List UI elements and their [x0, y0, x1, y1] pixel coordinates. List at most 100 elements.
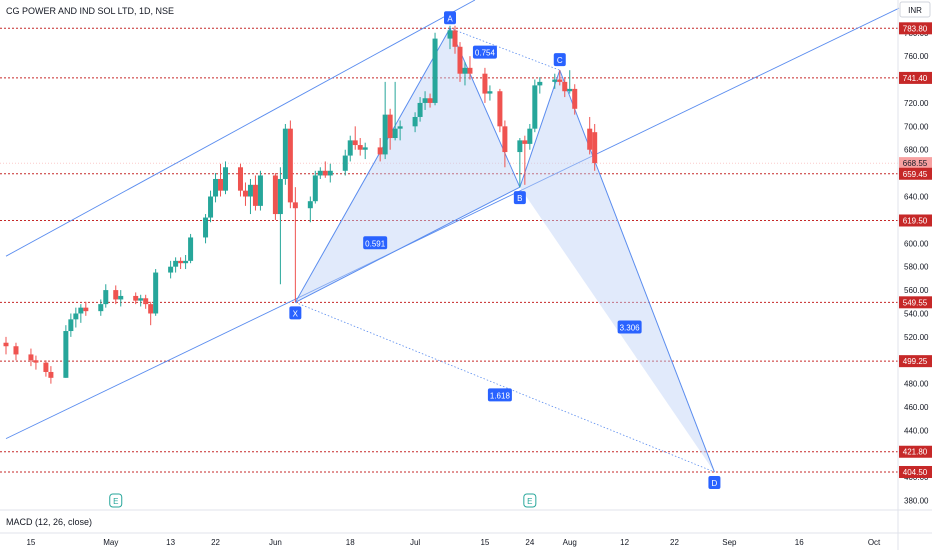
pattern-ratio[interactable]: 0.754	[472, 45, 497, 59]
candle[interactable]	[417, 97, 423, 122]
candle[interactable]	[153, 269, 159, 316]
candle[interactable]	[397, 120, 403, 141]
candle[interactable]	[567, 70, 573, 94]
candle[interactable]	[557, 70, 563, 86]
candle[interactable]	[292, 187, 298, 302]
candle[interactable]	[517, 138, 523, 188]
candle[interactable]	[427, 93, 433, 108]
pattern-leg[interactable]	[559, 70, 715, 473]
macd-indicator-label[interactable]: MACD (12, 26, close)	[6, 517, 92, 527]
candle[interactable]	[148, 301, 154, 326]
candle[interactable]	[587, 116, 593, 155]
candle[interactable]	[502, 120, 508, 168]
currency-badge[interactable]	[899, 1, 931, 18]
candle[interactable]	[272, 173, 278, 220]
candle[interactable]	[377, 138, 383, 162]
candle[interactable]	[83, 301, 89, 316]
candle[interactable]	[178, 257, 184, 270]
candle[interactable]	[113, 285, 119, 305]
candle[interactable]	[532, 79, 538, 133]
candle[interactable]	[282, 123, 288, 185]
candle[interactable]	[203, 214, 209, 244]
candle[interactable]	[422, 91, 428, 110]
pattern-leg[interactable]	[519, 70, 561, 188]
candle[interactable]	[527, 123, 533, 150]
candle[interactable]	[592, 123, 598, 171]
candle[interactable]	[48, 366, 54, 384]
candle[interactable]	[457, 42, 463, 82]
candle[interactable]	[382, 81, 388, 160]
candle[interactable]	[497, 88, 503, 133]
candle[interactable]	[3, 336, 9, 355]
candle[interactable]	[43, 360, 49, 377]
earnings-marker[interactable]: E	[523, 493, 537, 508]
channel-line[interactable]	[5, 0, 476, 257]
pattern-point-a[interactable]: A	[444, 11, 457, 25]
candle[interactable]	[223, 161, 229, 195]
candle[interactable]	[392, 81, 398, 141]
candle[interactable]	[312, 170, 318, 204]
candle[interactable]	[572, 84, 578, 115]
candle[interactable]	[482, 67, 488, 103]
candle[interactable]	[307, 196, 313, 223]
candle[interactable]	[247, 178, 253, 215]
candle[interactable]	[143, 294, 149, 309]
candle[interactable]	[33, 355, 39, 370]
candle[interactable]	[218, 163, 224, 197]
candle[interactable]	[387, 108, 393, 150]
candle[interactable]	[412, 112, 418, 133]
candle[interactable]	[467, 56, 473, 80]
pattern-point-b[interactable]: B	[513, 191, 526, 205]
candle[interactable]	[342, 149, 348, 176]
candle[interactable]	[168, 260, 174, 279]
candle[interactable]	[327, 163, 333, 183]
candle[interactable]	[562, 77, 568, 98]
candle[interactable]	[462, 61, 468, 86]
candle[interactable]	[352, 126, 358, 150]
channel-line[interactable]	[5, 7, 900, 440]
candle[interactable]	[63, 325, 69, 378]
candle[interactable]	[188, 233, 194, 264]
candle[interactable]	[447, 25, 453, 50]
candle[interactable]	[452, 25, 458, 54]
candle[interactable]	[183, 255, 189, 270]
candle[interactable]	[78, 304, 84, 323]
candle[interactable]	[133, 292, 139, 305]
candle[interactable]	[28, 348, 34, 367]
pattern-leg[interactable]	[294, 28, 451, 303]
candle[interactable]	[522, 135, 528, 185]
candle[interactable]	[252, 175, 258, 211]
candle[interactable]	[357, 138, 363, 156]
candle[interactable]	[103, 284, 109, 308]
candle[interactable]	[317, 167, 323, 179]
candle[interactable]	[362, 142, 368, 160]
candle[interactable]	[552, 73, 558, 89]
candle[interactable]	[537, 77, 543, 94]
pattern-leg[interactable]	[295, 186, 521, 303]
candle[interactable]	[208, 190, 214, 223]
pattern-point-x[interactable]: X	[289, 306, 302, 320]
candle[interactable]	[487, 85, 493, 101]
candle[interactable]	[138, 294, 144, 307]
candle[interactable]	[242, 182, 248, 206]
pattern-point-c[interactable]: C	[553, 53, 566, 67]
candle[interactable]	[213, 173, 219, 203]
candle[interactable]	[257, 170, 263, 211]
candle[interactable]	[68, 313, 74, 337]
candle[interactable]	[98, 299, 104, 316]
candle[interactable]	[237, 163, 243, 197]
pattern-ratio[interactable]: 1.618	[487, 388, 512, 402]
candle[interactable]	[322, 161, 328, 178]
candle[interactable]	[73, 307, 79, 328]
candle[interactable]	[118, 290, 124, 307]
pattern-ratio[interactable]: 3.306	[617, 320, 642, 334]
candle[interactable]	[287, 120, 293, 209]
candle[interactable]	[173, 257, 179, 273]
candle[interactable]	[432, 32, 438, 106]
earnings-marker[interactable]: E	[109, 493, 123, 508]
pattern-ratio[interactable]: 0.591	[363, 236, 388, 250]
candle[interactable]	[347, 135, 353, 162]
candle[interactable]	[277, 167, 283, 285]
